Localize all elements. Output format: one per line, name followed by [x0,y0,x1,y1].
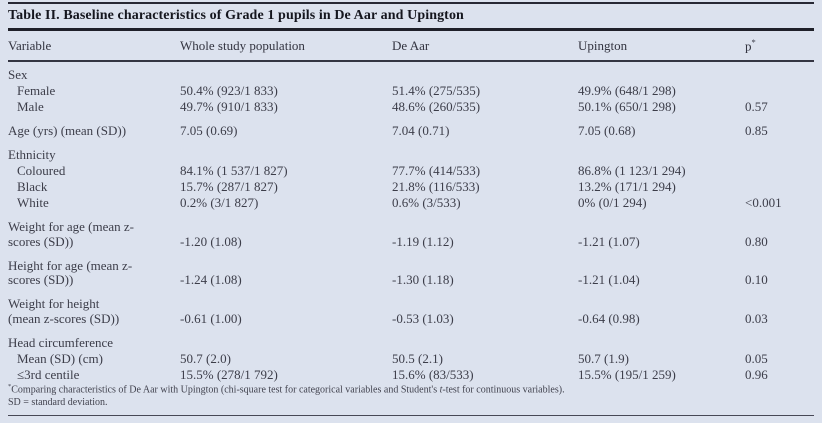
table-row-height-for-age: Height for age (mean z- scores (SD)) -1.… [8,250,814,289]
p-asterisk: * [751,37,756,47]
cell-de-aar: 15.6% (83/533) [392,367,474,383]
header-row: Variable Whole study population De Aar U… [8,31,814,62]
cell-p: <0.001 [745,195,782,211]
row-label: Head circumference [8,335,114,351]
cell-whole: 50.7 (2.0) [180,351,231,367]
row-label: Male [17,98,44,114]
cell-p: 0.80 [745,233,768,249]
col-header-p-value: p* [745,31,814,62]
row-label: Ethnicity [8,147,56,163]
cell-de-aar: 51.4% (275/535) [392,82,481,98]
table-row-female: Female 50.4% (923/1 833) 51.4% (275/535)… [8,83,814,99]
cell-p: 0.57 [745,98,768,114]
cell-whole: 84.1% (1 537/1 827) [180,163,288,179]
cell-whole: 15.5% (278/1 792) [180,367,278,383]
cell-de-aar: 0.6% (3/533) [392,195,461,211]
col-header-de-aar: De Aar [392,31,578,62]
table-row-black: Black 15.7% (287/1 827) 21.8% (116/533) … [8,179,814,195]
cell-de-aar: -1.19 (1.12) [392,233,454,249]
cell-whole: 50.4% (923/1 833) [180,82,278,98]
table-row-head-circumference-group: Head circumference [8,327,814,351]
cell-de-aar: -1.30 (1.18) [392,272,454,288]
cell-upington: 49.9% (648/1 298) [578,82,676,98]
row-label: Female [17,82,56,98]
cell-p: 0.85 [745,123,768,139]
table-row-weight-for-age: Weight for age (mean z- scores (SD)) -1.… [8,211,814,250]
bottom-rule [8,415,814,416]
table-row-white: White 0.2% (3/1 827) 0.6% (3/533) 0% (0/… [8,195,814,211]
cell-whole: 49.7% (910/1 833) [180,98,278,114]
table-row-sex-group: Sex [8,61,814,83]
row-label: ≤3rd centile [17,367,80,383]
table-row-male: Male 49.7% (910/1 833) 48.6% (260/535) 5… [8,99,814,115]
col-header-upington: Upington [578,31,745,62]
col-header-whole-population: Whole study population [180,31,392,62]
cell-whole: 15.7% (287/1 827) [180,179,278,195]
table-row-weight-for-height: Weight for height (mean z-scores (SD)) -… [8,288,814,327]
cell-de-aar: 7.04 (0.71) [392,123,450,139]
table-row-ethnicity-group: Ethnicity [8,139,814,163]
row-label: Coloured [17,163,66,179]
cell-p: 0.96 [745,367,768,383]
table-title: Table II. Baseline characteristics of Gr… [8,8,464,23]
row-label: Weight for age (mean z- scores (SD)) [8,219,135,249]
baseline-characteristics-table: Variable Whole study population De Aar U… [8,31,814,383]
table-footnotes: *Comparing characteristics of De Aar wit… [8,381,814,416]
footnote-comparison: *Comparing characteristics of De Aar wit… [8,382,565,395]
cell-whole: -1.24 (1.08) [180,272,242,288]
cell-upington: 0% (0/1 294) [578,195,647,211]
row-label: Height for age (mean z- scores (SD)) [8,257,133,288]
cell-upington: 50.7 (1.9) [578,351,629,367]
table-row-coloured: Coloured 84.1% (1 537/1 827) 77.7% (414/… [8,163,814,179]
cell-p [745,179,814,195]
cell-p: 0.03 [745,310,768,326]
cell-p [745,83,814,99]
cell-upington: -0.64 (0.98) [578,310,640,326]
title-rule [8,28,814,31]
footnote-asterisk: * [8,382,12,390]
cell-upington: 86.8% (1 123/1 294) [578,163,686,179]
cell-de-aar: 50.5 (2.1) [392,351,443,367]
cell-whole: -1.20 (1.08) [180,233,242,249]
cell-upington: 7.05 (0.68) [578,123,636,139]
top-rule [8,2,814,4]
table-row-age: Age (yrs) (mean (SD)) 7.05 (0.69) 7.04 (… [8,115,814,139]
footnote-sd: SD = standard deviation. [8,396,108,408]
cell-p: 0.05 [745,351,768,367]
cell-whole: 7.05 (0.69) [180,123,238,139]
cell-de-aar: 77.7% (414/533) [392,163,481,179]
cell-upington: 13.2% (171/1 294) [578,179,676,195]
cell-de-aar: 48.6% (260/535) [392,98,481,114]
cell-de-aar: -0.53 (1.03) [392,310,454,326]
cell-upington: 15.5% (195/1 259) [578,367,676,383]
row-label: Sex [8,66,28,82]
cell-p [745,163,814,179]
row-label: Black [17,179,48,195]
table-row-head-centile: ≤3rd centile 15.5% (278/1 792) 15.6% (83… [8,367,814,383]
cell-p: 0.10 [745,272,768,288]
row-label: Age (yrs) (mean (SD)) [8,123,127,139]
cell-upington: -1.21 (1.04) [578,272,640,288]
cell-whole: -0.61 (1.00) [180,310,242,326]
cell-upington: -1.21 (1.07) [578,233,640,249]
col-header-variable: Variable [8,31,180,62]
cell-upington: 50.1% (650/1 298) [578,98,676,114]
row-label: White [17,195,49,211]
row-label: Weight for height (mean z-scores (SD)) [8,296,120,326]
cell-whole: 0.2% (3/1 827) [180,195,259,211]
cell-de-aar: 21.8% (116/533) [392,179,480,195]
table-row-head-mean: Mean (SD) (cm) 50.7 (2.0) 50.5 (2.1) 50.… [8,351,814,367]
row-label: Mean (SD) (cm) [17,351,103,367]
